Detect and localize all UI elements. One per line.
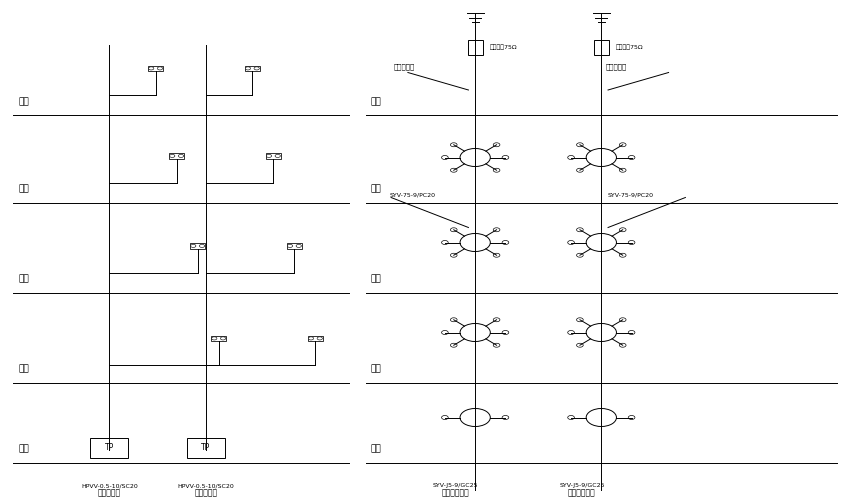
Bar	[468, 40, 483, 54]
Circle shape	[296, 244, 301, 248]
Circle shape	[267, 154, 272, 158]
Text: TP: TP	[202, 443, 210, 452]
Text: TP: TP	[105, 443, 114, 452]
Circle shape	[309, 337, 314, 340]
Bar	[308, 336, 323, 341]
Text: 供电箱插座: 供电箱插座	[394, 64, 415, 70]
Text: 衰减电阻75Ω: 衰减电阻75Ω	[489, 44, 517, 51]
Bar	[266, 154, 281, 158]
Circle shape	[317, 337, 322, 340]
Circle shape	[246, 67, 251, 70]
Text: 一层: 一层	[19, 444, 29, 454]
Text: 多色箱插座: 多色箱插座	[606, 64, 627, 70]
Text: 楼栋电话网: 楼栋电话网	[194, 488, 218, 497]
Circle shape	[191, 244, 196, 248]
Bar	[148, 66, 163, 71]
Bar	[91, 438, 129, 458]
Text: 五层: 五层	[19, 97, 29, 106]
Text: 楼栋电话网: 楼栋电话网	[98, 488, 121, 497]
Circle shape	[220, 337, 225, 340]
Text: 三层: 三层	[370, 274, 381, 283]
Text: 共有线电视网: 共有线电视网	[569, 488, 595, 497]
Bar	[245, 66, 260, 71]
Text: SYV-J5-9/GC25: SYV-J5-9/GC25	[559, 484, 605, 488]
Bar	[287, 244, 302, 248]
Text: 共有线电视网: 共有线电视网	[442, 488, 469, 497]
Bar	[211, 336, 226, 341]
Bar	[187, 438, 225, 458]
Circle shape	[178, 154, 183, 158]
Text: 四层: 四层	[370, 184, 381, 194]
Circle shape	[157, 67, 162, 70]
Bar	[169, 154, 184, 158]
Text: 三层: 三层	[19, 274, 29, 283]
Circle shape	[199, 244, 204, 248]
Text: 四层: 四层	[19, 184, 29, 194]
Text: SYV-75-9/PC20: SYV-75-9/PC20	[607, 192, 653, 198]
Circle shape	[275, 154, 280, 158]
Bar	[594, 40, 609, 54]
Text: 一层: 一层	[370, 444, 381, 454]
Text: 二层: 二层	[370, 364, 381, 374]
Circle shape	[170, 154, 175, 158]
Circle shape	[254, 67, 259, 70]
Text: 五层: 五层	[370, 97, 381, 106]
Text: HPVV-0.5-10/SC20: HPVV-0.5-10/SC20	[177, 484, 235, 488]
Circle shape	[288, 244, 293, 248]
Text: 二层: 二层	[19, 364, 29, 374]
Circle shape	[149, 67, 154, 70]
Bar	[190, 244, 205, 248]
Text: 衰减电阻75Ω: 衰减电阻75Ω	[616, 44, 643, 51]
Text: SYV-75-9/PC20: SYV-75-9/PC20	[389, 192, 436, 198]
Text: HPVV-0.5-10/SC20: HPVV-0.5-10/SC20	[81, 484, 138, 488]
Text: SYV-J5-9/GC25: SYV-J5-9/GC25	[433, 484, 479, 488]
Circle shape	[212, 337, 217, 340]
